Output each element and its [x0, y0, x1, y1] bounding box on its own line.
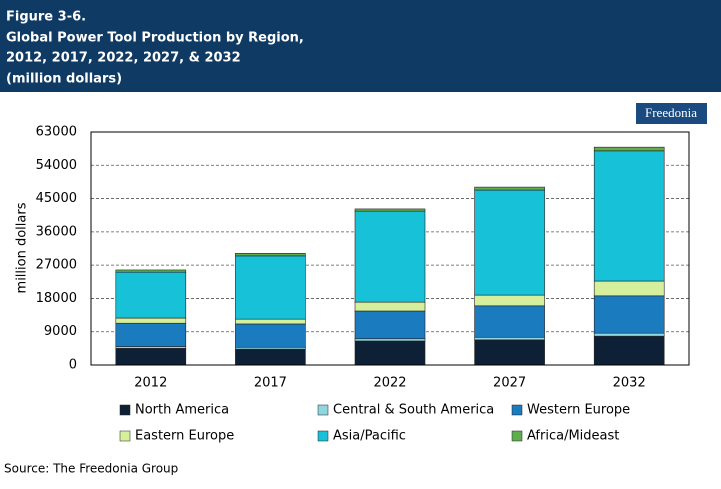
y-tick-label: 54000 — [36, 158, 77, 173]
bar-segment — [115, 322, 187, 347]
bar-segment — [235, 323, 306, 348]
legend-swatch — [119, 430, 131, 442]
y-tick-label: 36000 — [36, 224, 77, 239]
x-tick-label: 2022 — [373, 376, 406, 391]
y-tick-label: 0 — [69, 358, 77, 373]
legend-swatch — [317, 404, 329, 416]
y-tick-label: 9000 — [44, 324, 77, 339]
x-tick-label: 2032 — [613, 376, 646, 391]
bar-segment — [354, 310, 426, 340]
x-tick-label: 2017 — [254, 376, 287, 391]
bar-segment — [115, 348, 187, 366]
logo: Freedonia — [645, 105, 697, 120]
legend-swatch — [511, 404, 523, 416]
chart-subtitle: (million dollars) — [6, 72, 122, 87]
legend-label: Eastern Europe — [135, 429, 234, 444]
legend-label: Western Europe — [527, 403, 630, 418]
source: Source: The Freedonia Group — [4, 462, 178, 476]
bar-segment — [593, 335, 665, 366]
legend-swatch — [119, 404, 131, 416]
bar-segment — [474, 339, 545, 366]
logo-box — [636, 103, 707, 124]
x-tick-label: 2027 — [493, 376, 526, 391]
bar-segment — [474, 336, 545, 341]
bar-segment — [474, 305, 545, 338]
bar-segment — [593, 332, 665, 337]
bar-segment — [115, 317, 187, 324]
chart-title: 2012, 2017, 2022, 2027, & 2032 — [6, 51, 241, 66]
legend-label: North America — [135, 403, 229, 418]
legend-label: Africa/Mideast — [527, 429, 619, 444]
bar-segment — [354, 210, 426, 303]
figure-label: Figure 3-6. — [6, 10, 86, 25]
bar-segment — [593, 295, 665, 334]
bar-segment — [354, 340, 426, 366]
bar-segment — [474, 186, 545, 191]
bar-segment — [235, 253, 306, 257]
bar-segment — [593, 280, 665, 297]
header-bg — [0, 0, 721, 92]
bar-segment — [235, 255, 306, 320]
bar-segment — [115, 271, 187, 319]
bar-segment — [354, 338, 426, 342]
y-tick-label: 45000 — [36, 191, 77, 206]
y-tick-label: 18000 — [36, 291, 77, 306]
bar-segment — [474, 294, 545, 307]
bar-segment — [474, 189, 545, 296]
plot-frame — [90, 131, 690, 366]
x-tick-label: 2012 — [134, 376, 167, 391]
legend-swatch — [317, 430, 329, 442]
bar-segment — [354, 301, 426, 312]
bar-segment — [593, 146, 665, 152]
legend-swatch — [511, 430, 523, 442]
legend-label: Asia/Pacific — [333, 429, 406, 444]
chart-title: Global Power Tool Production by Region, — [6, 31, 304, 46]
bar-segment — [354, 208, 426, 212]
y-tick-label: 27000 — [36, 258, 77, 273]
y-axis-label: million dollars — [15, 202, 30, 293]
bar-segment — [593, 150, 665, 282]
legend-label: Central & South America — [333, 403, 494, 418]
bar-segment — [235, 318, 306, 325]
y-tick-label: 63000 — [36, 125, 77, 140]
bar-segment — [115, 269, 187, 273]
bar-segment — [235, 348, 306, 366]
